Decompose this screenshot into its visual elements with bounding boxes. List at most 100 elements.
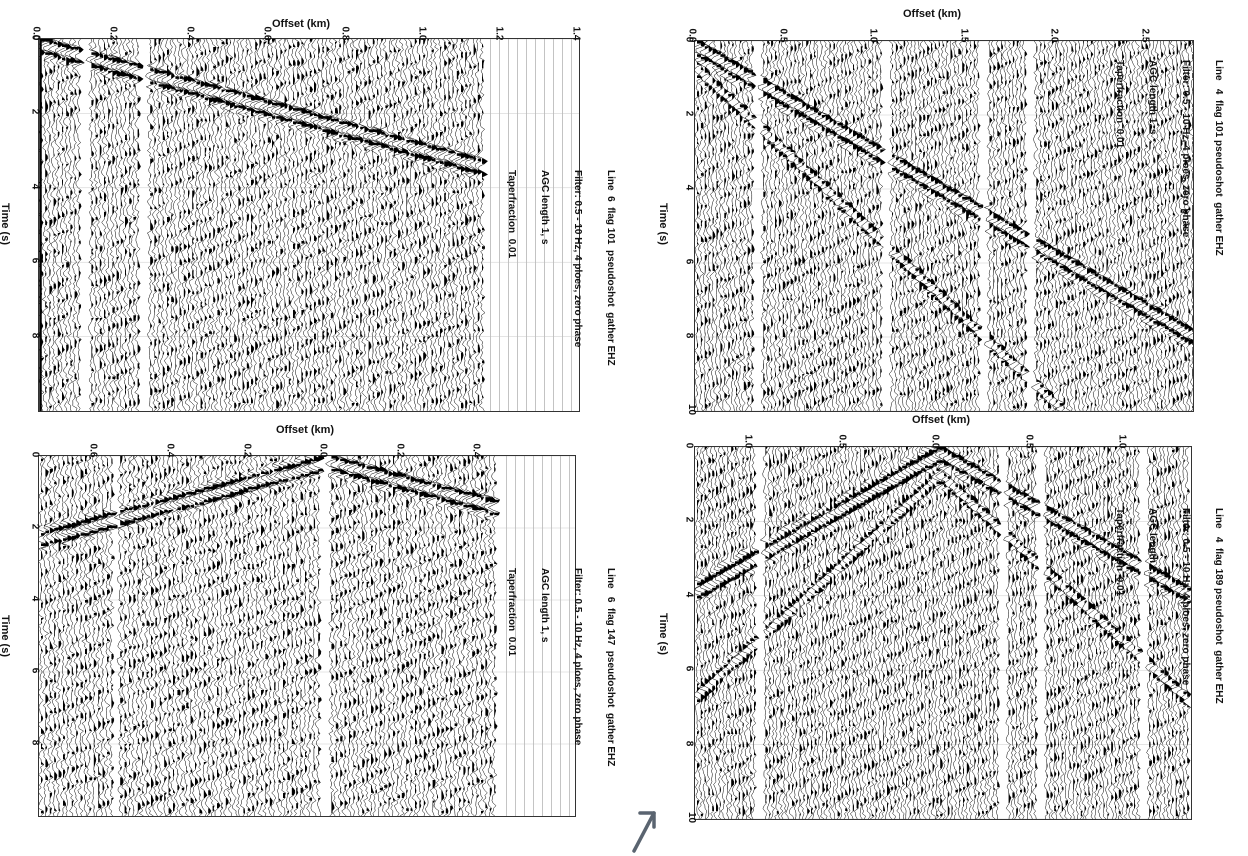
trace-positive-fill — [120, 155, 123, 159]
trace-positive-fill — [261, 540, 265, 549]
trace-positive-fill — [364, 275, 368, 284]
trace-positive-fill — [296, 702, 298, 714]
trace-positive-fill — [104, 97, 107, 101]
trace-positive-fill — [74, 121, 76, 132]
trace-positive-fill — [739, 231, 741, 234]
trace-positive-fill — [782, 329, 786, 337]
trace-positive-fill — [427, 97, 430, 109]
trace-positive-fill — [375, 741, 378, 747]
trace-positive-fill — [771, 273, 774, 277]
trace-positive-fill — [280, 217, 283, 225]
trace-positive-fill — [111, 486, 115, 498]
trace-positive-fill — [477, 302, 479, 305]
trace-positive-fill — [771, 289, 774, 293]
trace-positive-fill — [255, 302, 256, 305]
trace-positive-fill — [406, 278, 408, 281]
trace-positive-fill — [481, 566, 483, 575]
trace-positive-fill — [188, 254, 191, 263]
trace-positive-fill — [274, 738, 276, 742]
trace-positive-fill — [763, 109, 765, 113]
trace-positive-fill — [297, 121, 303, 124]
trace-positive-fill — [203, 535, 205, 539]
trace-positive-fill — [454, 672, 456, 678]
trace-positive-fill — [133, 283, 136, 289]
trace-positive-fill — [802, 355, 805, 359]
trace-positive-fill — [288, 379, 292, 385]
trace-positive-fill — [330, 379, 334, 385]
trace-positive-fill — [481, 533, 483, 539]
trace-positive-fill — [67, 782, 70, 791]
trace-positive-fill — [142, 672, 144, 678]
trace-positive-fill — [476, 533, 479, 541]
trace-positive-fill — [720, 144, 723, 152]
trace-positive-fill — [150, 193, 153, 196]
trace-positive-fill — [393, 702, 396, 708]
trace-positive-fill — [771, 133, 773, 137]
trace-positive-fill — [129, 558, 131, 564]
trace-positive-fill — [461, 108, 463, 111]
trace-positive-fill — [482, 246, 485, 249]
trace-positive-fill — [347, 206, 351, 210]
trace-positive-fill — [199, 522, 202, 531]
trace-positive-fill — [155, 566, 158, 577]
trace-positive-fill — [85, 633, 87, 639]
trace-positive-fill — [767, 355, 770, 361]
trace-positive-fill — [45, 551, 48, 554]
trace-positive-fill — [368, 395, 370, 401]
trace-positive-fill — [259, 60, 263, 63]
trace-positive-fill — [108, 275, 111, 281]
trace-positive-fill — [89, 579, 91, 588]
trace-positive-fill — [708, 337, 710, 340]
trace-positive-fill — [288, 147, 290, 151]
trace-positive-fill — [326, 379, 328, 388]
trace-positive-fill — [98, 594, 101, 598]
trace-positive-fill — [41, 810, 44, 814]
trace-positive-fill — [252, 615, 254, 618]
trace-positive-fill — [375, 756, 378, 762]
trace-positive-fill — [162, 365, 166, 377]
trace-positive-fill — [283, 584, 285, 590]
trace-positive-fill — [309, 304, 312, 310]
trace-positive-fill — [441, 710, 444, 719]
trace-positive-fill — [431, 384, 435, 388]
trace-positive-fill — [314, 344, 317, 356]
trace-positive-fill — [293, 209, 296, 217]
trace-positive-fill — [280, 267, 282, 276]
trace-positive-fill — [53, 198, 57, 207]
trace-positive-fill — [85, 582, 88, 590]
trace-positive-fill — [437, 484, 442, 490]
trace-positive-fill — [45, 302, 49, 308]
trace-positive-fill — [49, 808, 52, 814]
trace-positive-fill — [70, 108, 74, 117]
trace-positive-fill — [158, 254, 162, 260]
trace-positive-fill — [467, 602, 470, 606]
trace-positive-fill — [463, 525, 466, 534]
trace-positive-fill — [485, 803, 488, 809]
trace-positive-fill — [456, 190, 459, 194]
trace-positive-fill — [71, 489, 74, 498]
trace-positive-fill — [385, 158, 387, 162]
trace-positive-fill — [414, 39, 417, 45]
trace-positive-fill — [263, 357, 265, 361]
trace-positive-fill — [309, 798, 312, 801]
trace-positive-fill — [771, 191, 774, 195]
trace-positive-fill — [208, 808, 211, 814]
trace-positive-fill — [697, 323, 699, 332]
trace-positive-fill — [67, 507, 69, 518]
trace-positive-fill — [743, 281, 745, 293]
seismic-trace — [316, 39, 329, 411]
trace-positive-fill — [287, 564, 291, 570]
trace-positive-fill — [389, 384, 392, 396]
trace-positive-fill — [259, 140, 261, 143]
trace-positive-fill — [704, 133, 707, 139]
trace-positive-fill — [339, 320, 342, 329]
trace-positive-fill — [771, 41, 773, 47]
trace-positive-fill — [427, 132, 429, 140]
trace-positive-fill — [221, 754, 225, 757]
trace-positive-fill — [751, 278, 755, 285]
trace-positive-fill — [98, 625, 100, 631]
trace-positive-fill — [58, 463, 60, 469]
trace-positive-fill — [179, 62, 181, 66]
trace-positive-fill — [80, 697, 83, 703]
trace-positive-fill — [798, 75, 801, 84]
